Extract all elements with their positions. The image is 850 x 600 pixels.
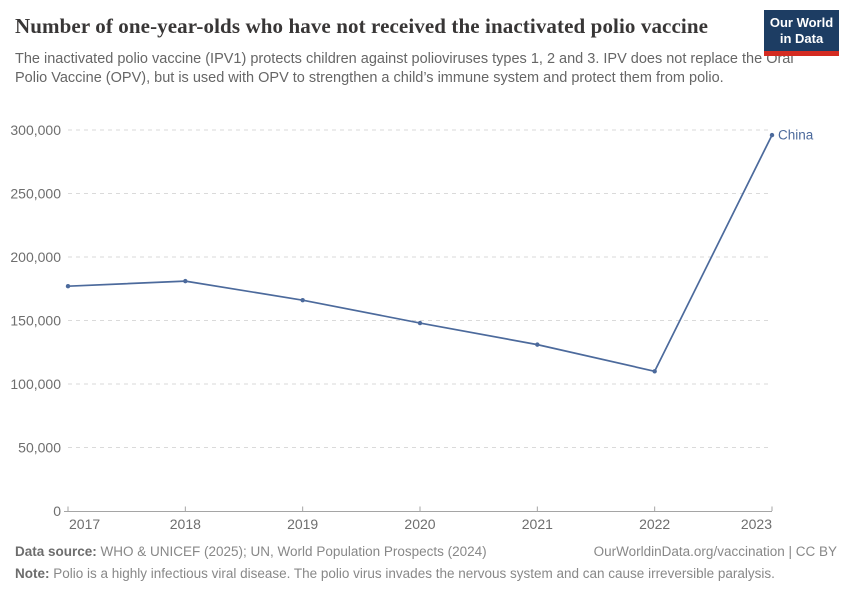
data-point xyxy=(417,320,423,326)
note-label: Note: xyxy=(15,566,50,581)
data-point xyxy=(300,297,305,303)
note-text: Polio is a highly infectious viral disea… xyxy=(49,566,775,581)
x-tick-label: 2023 xyxy=(741,516,772,532)
chart-subtitle: The inactivated polio vaccine (IPV1) pro… xyxy=(15,51,794,86)
line-chart: 0 50,000 100,000 150,000 200,000 250,000 300,0… xyxy=(0,120,850,532)
chart-footer: Data source: WHO & UNICEF (2025); UN, Wo… xyxy=(15,541,837,585)
series-line xyxy=(67,134,773,373)
y-tick-label: 50,000 xyxy=(18,440,61,456)
y-tick-label: 100,000 xyxy=(10,376,61,392)
data-source-text: WHO & UNICEF (2025); UN, World Populatio… xyxy=(96,544,487,559)
x-tick-label: 2019 xyxy=(287,516,318,532)
y-tick-label: 200,000 xyxy=(10,249,61,265)
x-tick-label: 2017 xyxy=(69,516,100,532)
series-end-label[interactable]: China xyxy=(778,128,814,143)
owid-logo[interactable]: Our World in Data xyxy=(764,10,839,56)
data-source: Data source: WHO & UNICEF (2025); UN, Wo… xyxy=(15,541,487,563)
footer-note: Note: Polio is a highly infectious viral… xyxy=(15,563,837,585)
x-tick-label: 2022 xyxy=(639,516,670,532)
x-tick-label: 2018 xyxy=(170,516,201,532)
x-tick-label: 2021 xyxy=(522,516,553,532)
y-tick-label: 300,000 xyxy=(10,122,61,138)
y-tick-label: 250,000 xyxy=(10,186,61,202)
line-chart-svg: 0 50,000 100,000 150,000 200,000 250,000 300,0… xyxy=(10,122,814,532)
data-point xyxy=(652,369,657,374)
page-title: Number of one-year-olds who have not rec… xyxy=(15,14,709,38)
x-tick-label: 2020 xyxy=(404,516,435,532)
footer-source-row: Data source: WHO & UNICEF (2025); UN, Wo… xyxy=(15,541,837,563)
y-tick-label: 150,000 xyxy=(10,313,61,329)
data-point xyxy=(769,132,775,138)
data-point xyxy=(65,284,71,289)
owid-logo-line1: Our World xyxy=(769,15,834,30)
citation-link[interactable]: OurWorldinData.org/vaccination | CC BY xyxy=(593,544,837,559)
data-source-label: Data source: xyxy=(15,544,97,559)
chart-header: Number of one-year-olds who have not rec… xyxy=(15,10,839,88)
data-point xyxy=(183,278,188,284)
data-point xyxy=(535,342,540,347)
owid-logo-line2: in Data xyxy=(779,31,824,46)
y-tick-label: 0 xyxy=(53,503,61,519)
